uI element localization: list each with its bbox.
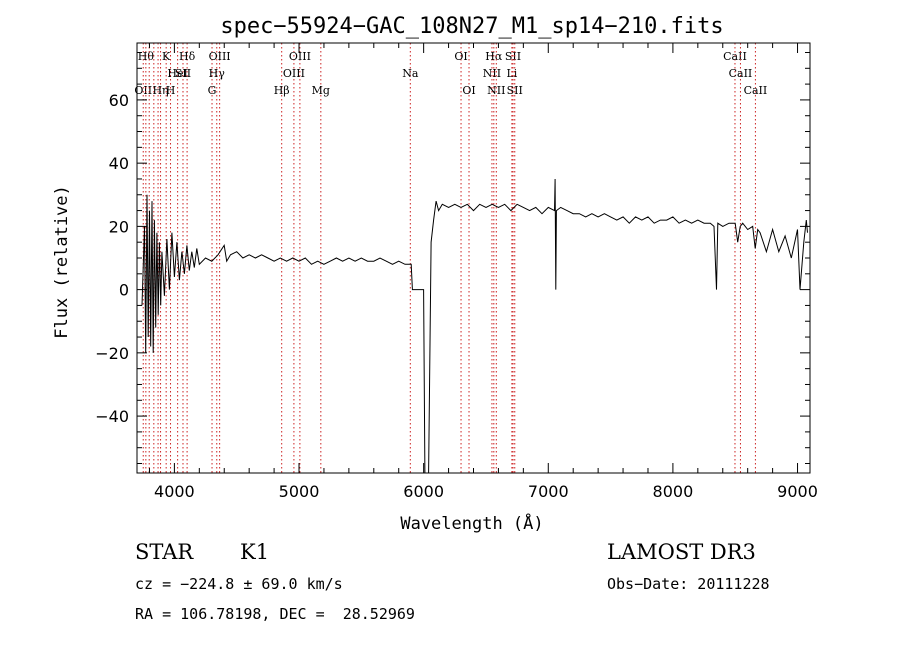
x-tick-label: 4000: [154, 482, 195, 501]
marker-label: Li: [506, 67, 517, 80]
marker-label: Hβ: [274, 84, 290, 97]
marker-label: G: [208, 84, 217, 97]
x-tick-label: 5000: [279, 482, 320, 501]
y-tick-label: 0: [119, 281, 129, 300]
marker-label: OIII: [209, 50, 231, 63]
redshift-velocity: cz = −224.8 ± 69.0 km/s: [135, 575, 343, 593]
marker-label: Mg: [312, 84, 330, 97]
axis-ticks: 4000 5000 6000 7000 8000 9000 −40 −20 0 20 40 60: [95, 43, 818, 501]
marker-label: SII: [505, 50, 521, 63]
spectrum-line: [141, 178, 808, 474]
marker-label: OIII: [289, 50, 311, 63]
marker-label: SII: [507, 84, 523, 97]
marker-label: K: [162, 50, 171, 63]
y-axis-label: Flux (relative): [52, 185, 72, 339]
marker-label: CaII: [744, 84, 768, 97]
marker-label: Hδ: [179, 50, 196, 63]
spectrum-series: [141, 178, 808, 474]
object-class: STAR: [135, 540, 194, 564]
y-tick-label: −20: [95, 344, 129, 363]
marker-label: Na: [402, 67, 419, 80]
marker-label: OII: [134, 84, 152, 97]
marker-label: OI: [454, 50, 467, 63]
x-tick-label: 9000: [777, 482, 818, 501]
marker-label: Hη: [152, 84, 168, 97]
survey-name: LAMOST DR3: [607, 540, 756, 564]
marker-label: CaII: [723, 50, 747, 63]
y-tick-label: 40: [109, 154, 129, 173]
marker-label: OIII: [283, 67, 305, 80]
x-axis-label: Wavelength (Å): [400, 512, 543, 534]
marker-label: OI: [462, 84, 475, 97]
object-subclass: K1: [240, 540, 270, 564]
marker-label: Hγ: [209, 67, 226, 80]
marker-label: Hα: [485, 50, 503, 63]
marker-label: SII: [175, 67, 191, 80]
marker-label: CaII: [729, 67, 753, 80]
chart-title: spec−55924−GAC_108N27_M1_sp14−210.fits: [220, 14, 723, 39]
x-tick-label: 8000: [653, 482, 694, 501]
coordinates: RA = 106.78198, DEC = 28.52969: [135, 605, 415, 623]
y-tick-label: 60: [109, 91, 129, 110]
marker-label: HeI: [167, 67, 187, 80]
x-tick-label: 7000: [528, 482, 569, 501]
y-tick-label: 20: [109, 217, 129, 236]
marker-label: NII: [483, 67, 501, 80]
x-tick-label: 6000: [403, 482, 444, 501]
line-markers: OII Hθ Hη K H HeI Hδ SII G Hγ OIII Hβ OIII OIII Mg Na OI…: [134, 43, 767, 473]
marker-label: NII: [487, 84, 505, 97]
marker-label: H: [166, 84, 176, 97]
plot-frame: [136, 42, 811, 474]
marker-label: Hθ: [138, 50, 155, 63]
observation-date: Obs−Date: 20111228: [607, 575, 770, 593]
y-tick-label: −40: [95, 407, 129, 426]
